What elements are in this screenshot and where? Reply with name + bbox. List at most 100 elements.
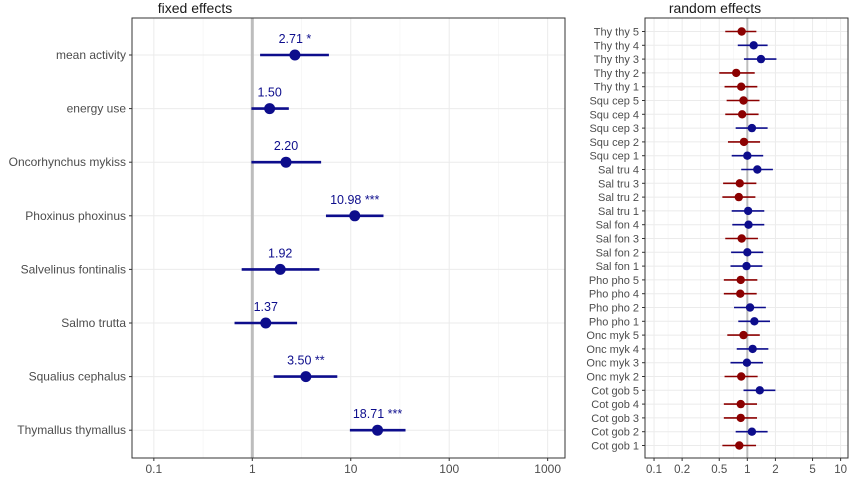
estimate-point	[753, 165, 762, 174]
y-tick-label: Thy thy 2	[594, 68, 639, 80]
y-tick-label: Sal fon 4	[596, 220, 639, 232]
estimate-point	[744, 220, 753, 229]
y-tick-label: Cot gob 4	[591, 399, 639, 411]
x-tick-label: 1	[249, 462, 256, 476]
estimate-point	[736, 399, 745, 409]
estimate-annotation: 2.20	[274, 139, 298, 153]
x-tick-label: 1	[744, 464, 750, 476]
estimate-point	[736, 289, 745, 298]
estimate-annotation: 1.92	[268, 246, 292, 260]
estimate-point	[735, 179, 744, 188]
estimate-point	[736, 275, 745, 285]
y-tick-label: Sal tru 3	[598, 178, 639, 190]
panel-title: fixed effects	[158, 0, 232, 16]
y-tick-label: Sal fon 3	[596, 234, 639, 246]
x-tick-label: 10	[834, 464, 847, 476]
y-tick-label: Sal tru 2	[598, 192, 639, 204]
y-tick-label: Squ cep 2	[589, 137, 639, 149]
y-tick-label: Sal tru 4	[598, 165, 639, 177]
estimate-point	[264, 103, 276, 115]
estimate-annotation: 3.50 **	[287, 354, 325, 368]
y-tick-label: Thymallus thymallus	[17, 423, 126, 437]
estimate-point	[300, 371, 312, 383]
estimate-point	[755, 386, 764, 395]
estimate-annotation: 2.71 *	[279, 32, 312, 46]
y-tick-label: Thy thy 4	[594, 40, 639, 52]
y-tick-label: Oncorhynchus mykiss	[9, 155, 126, 169]
fixed-effects-panel: fixed effects mean activity 2.71 * energy u…	[9, 0, 566, 476]
y-tick-label: Thy thy 5	[594, 27, 639, 39]
estimate-point	[745, 303, 755, 312]
y-tick-label: Squ cep 4	[589, 109, 639, 121]
estimate-point	[739, 96, 748, 105]
estimate-point	[747, 123, 757, 133]
y-tick-label: Thy thy 3	[594, 54, 639, 66]
y-tick-label: Cot gob 3	[591, 413, 639, 425]
y-tick-label: Squ cep 1	[589, 151, 639, 163]
x-tick-label: 0.1	[145, 462, 162, 476]
estimate-point	[280, 156, 292, 168]
estimate-point	[732, 68, 741, 78]
y-tick-label: Pho pho 2	[589, 303, 639, 315]
y-tick-label: Sal fon 2	[596, 247, 639, 259]
x-tick-label: 5	[809, 464, 815, 476]
x-tick-label: 2	[772, 464, 778, 476]
estimate-point	[349, 210, 361, 222]
estimate-point	[289, 49, 301, 61]
estimate-annotation: 10.98 ***	[330, 193, 379, 207]
estimate-point	[372, 424, 384, 436]
y-tick-label: Squ cep 3	[589, 123, 639, 135]
estimate-point	[742, 261, 751, 271]
y-tick-label: Phoxinus phoxinus	[25, 209, 126, 223]
x-tick-label: 1000	[534, 462, 561, 476]
panel-border	[131, 17, 566, 459]
estimate-point	[734, 192, 743, 202]
y-tick-label: Squalius cephalus	[29, 370, 126, 384]
estimate-point	[743, 248, 752, 257]
y-tick-label: Cot gob 5	[591, 385, 639, 397]
estimate-annotation: 1.50	[257, 86, 281, 100]
y-tick-label: energy use	[67, 102, 127, 116]
y-tick-label: Salvelinus fontinalis	[21, 262, 126, 276]
estimate-point	[742, 358, 752, 367]
estimate-point	[737, 27, 746, 36]
estimate-point	[736, 413, 745, 423]
y-tick-label: Onc myk 2	[586, 372, 639, 384]
y-tick-label: Cot gob 1	[591, 441, 639, 453]
estimate-point	[739, 137, 749, 147]
estimate-point	[737, 110, 747, 119]
estimate-point	[749, 41, 758, 50]
y-tick-label: Onc myk 4	[586, 344, 639, 356]
x-tick-label: 0.1	[646, 464, 662, 476]
estimate-point	[756, 54, 766, 64]
estimate-point	[274, 263, 286, 275]
y-tick-label: Onc myk 5	[586, 330, 639, 342]
y-tick-label: Squ cep 5	[589, 96, 639, 108]
y-tick-label: Onc myk 3	[586, 358, 639, 370]
estimate-point	[750, 317, 759, 326]
estimate-point	[743, 206, 753, 216]
x-tick-label: 0.2	[674, 464, 690, 476]
estimate-annotation: 18.71 ***	[353, 407, 402, 421]
x-tick-label: 10	[344, 462, 358, 476]
estimate-point	[735, 441, 744, 450]
estimate-point	[737, 82, 746, 91]
y-tick-label: Pho pho 5	[589, 275, 639, 287]
panel-border	[644, 17, 849, 459]
plot-background	[132, 18, 565, 458]
estimate-point	[260, 317, 272, 329]
panel-title: random effects	[669, 0, 761, 16]
estimate-point	[739, 330, 748, 340]
x-tick-label: 100	[439, 462, 459, 476]
estimate-annotation: 1.37	[254, 300, 278, 314]
y-tick-label: Sal tru 1	[598, 206, 639, 218]
y-tick-label: Pho pho 1	[589, 316, 639, 328]
estimate-point	[748, 344, 757, 354]
estimate-point	[737, 372, 746, 381]
y-tick-label: Sal fon 1	[596, 261, 639, 273]
y-tick-label: mean activity	[56, 48, 126, 62]
y-tick-label: Pho pho 4	[589, 289, 639, 301]
y-tick-label: Cot gob 2	[591, 427, 639, 439]
